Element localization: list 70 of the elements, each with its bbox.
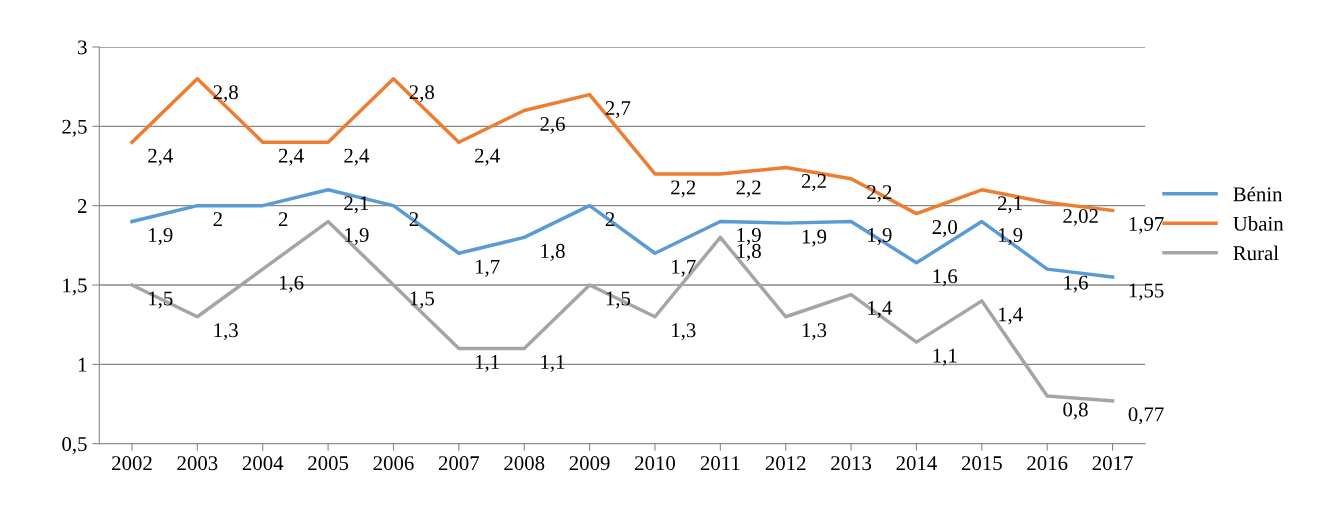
- data-label: 2,02: [1063, 208, 1098, 226]
- data-label: 1,6: [933, 269, 958, 287]
- data-label: 1,55: [1129, 283, 1164, 301]
- data-label: 1,5: [410, 291, 434, 309]
- data-label: 1,6: [279, 275, 304, 293]
- data-label: 1,3: [214, 323, 238, 341]
- x-tick-label: 2002: [112, 456, 152, 471]
- data-label: 2: [605, 212, 615, 226]
- data-label: 2: [213, 212, 222, 226]
- data-label: 2,4: [475, 148, 500, 166]
- x-tick-label: 2009: [569, 456, 610, 471]
- data-label: 1,1: [475, 355, 499, 372]
- x-tick-label: 2014: [896, 456, 937, 471]
- data-label: 2,1: [344, 196, 369, 214]
- x-tick-label: 2012: [765, 456, 806, 471]
- data-label: 1,4: [868, 301, 893, 319]
- data-label: 1,9: [802, 229, 827, 247]
- x-tick-label: 2007: [438, 456, 480, 471]
- data-label: 1,97: [1129, 216, 1164, 234]
- x-tick-label: 2005: [308, 456, 349, 471]
- data-label: 2: [409, 212, 419, 226]
- data-label: 0,8: [1063, 402, 1088, 420]
- data-label: 1,5: [149, 291, 173, 309]
- data-label: 1,1: [541, 355, 565, 372]
- x-tick-label: 2008: [504, 456, 545, 471]
- data-label: 1,1: [933, 348, 957, 366]
- x-tick-label: 2011: [700, 456, 740, 471]
- data-label: 2,4: [148, 148, 173, 166]
- data-label: 2,8: [409, 85, 434, 103]
- x-tick-label: 2015: [961, 456, 1002, 471]
- data-label: 2,2: [671, 180, 696, 198]
- data-label: 2,8: [213, 85, 238, 103]
- data-label: 2,0: [932, 220, 957, 238]
- data-label: 1,4: [998, 307, 1023, 325]
- data-label: 1,9: [149, 228, 173, 246]
- y-tick-label: 1,5: [63, 278, 87, 296]
- data-label: 1,7: [672, 259, 696, 277]
- data-label: 1,8: [737, 243, 761, 261]
- x-tick-label: 2017: [1092, 456, 1133, 471]
- x-tick-label: 2016: [1027, 456, 1068, 471]
- data-label: 2,4: [278, 148, 304, 166]
- data-label: 2,7: [605, 101, 631, 119]
- y-tick-label: 3: [78, 40, 87, 55]
- data-label: 1,6: [1064, 275, 1088, 293]
- data-label: 2,6: [540, 116, 565, 134]
- data-label: 1,9: [345, 228, 369, 246]
- x-tick-label: 2006: [373, 456, 414, 471]
- data-label: 1,9: [737, 228, 761, 246]
- x-tick-label: 2010: [635, 456, 676, 471]
- x-tick-label: 2003: [177, 456, 218, 471]
- y-tick-label: 0,5: [62, 437, 87, 455]
- y-tick-label: 2,5: [62, 119, 87, 137]
- x-tick-label: 2004: [242, 456, 284, 471]
- y-tick-label: 2: [77, 199, 87, 213]
- data-label: 2: [278, 212, 288, 226]
- data-label: 1,8: [541, 243, 565, 261]
- x-tick-label: 2013: [831, 456, 872, 471]
- legend-label: Rural: [1233, 245, 1279, 261]
- data-label: 2,1: [998, 196, 1022, 214]
- legend-label: Bénin: [1233, 186, 1283, 202]
- data-label: 2,2: [801, 174, 826, 192]
- data-label: 1,7: [475, 259, 500, 277]
- data-label: 2,4: [344, 148, 370, 166]
- data-label: 0,77: [1128, 407, 1164, 425]
- data-label: 1,5: [606, 291, 631, 309]
- data-label: 2,2: [736, 180, 761, 198]
- y-tick-label: 1: [78, 357, 87, 372]
- data-label: 1,3: [672, 323, 696, 341]
- legend-label: Ubain: [1233, 216, 1284, 231]
- data-label: 1,3: [802, 323, 827, 341]
